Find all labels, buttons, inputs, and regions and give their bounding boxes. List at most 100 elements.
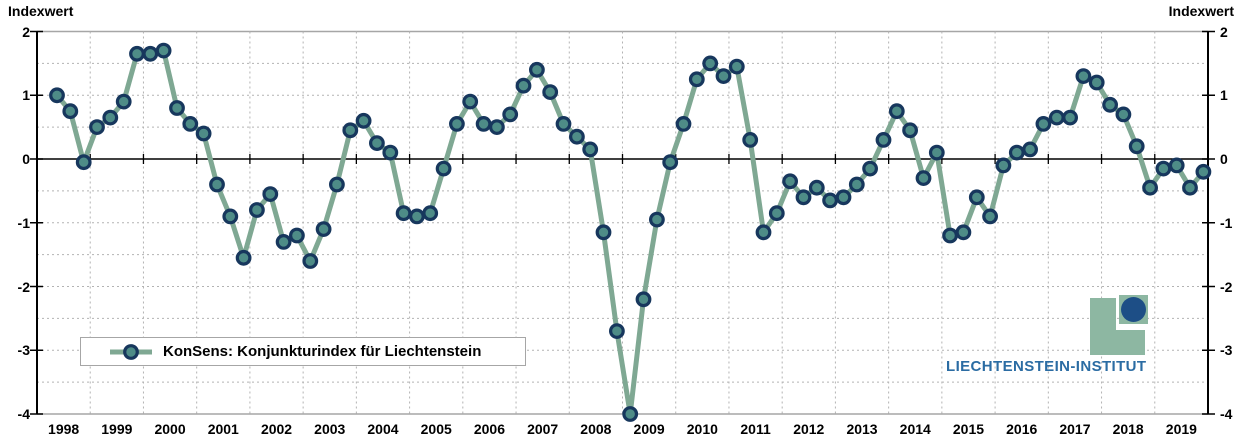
data-point — [1088, 74, 1105, 91]
data-point — [155, 42, 172, 59]
data-point — [582, 141, 599, 158]
x-axis-year-label: 2013 — [846, 421, 878, 437]
x-axis-year-label: 2010 — [686, 421, 718, 437]
data-point — [1062, 109, 1078, 126]
y-axis-tick-label-left: 1 — [22, 87, 30, 104]
data-point — [222, 208, 239, 225]
y-axis-tick-label-right: -1 — [1220, 214, 1233, 231]
data-point — [1022, 141, 1038, 158]
data-point — [875, 131, 892, 148]
x-axis-year-label: 2000 — [154, 421, 186, 437]
data-point — [355, 112, 372, 129]
y-axis-tick-label-right: -4 — [1220, 406, 1233, 422]
data-point — [89, 119, 105, 135]
data-point — [142, 45, 159, 62]
data-point — [915, 170, 932, 187]
data-point — [715, 68, 732, 84]
y-axis-tick-label-left: 2 — [22, 23, 30, 40]
data-point — [955, 224, 972, 241]
data-point — [822, 192, 838, 209]
y-axis-tick-label-left: -3 — [17, 342, 30, 359]
y-axis-tick-label-left: -4 — [17, 406, 30, 422]
data-point — [728, 58, 745, 75]
data-point — [182, 115, 199, 132]
data-point — [422, 205, 439, 222]
data-point — [1142, 179, 1158, 196]
data-point — [62, 103, 79, 120]
data-point — [702, 55, 719, 72]
data-point — [1195, 163, 1212, 180]
data-point — [848, 176, 865, 193]
data-point — [795, 189, 812, 206]
data-point — [928, 144, 945, 161]
legend-label: KonSens: Konjunkturindex für Liechtenste… — [163, 343, 482, 360]
data-point — [329, 176, 345, 193]
data-point — [275, 233, 292, 250]
data-point — [595, 224, 612, 241]
x-axis-year-label: 2001 — [207, 421, 239, 437]
data-point — [622, 406, 639, 422]
data-point — [742, 131, 759, 148]
data-point — [888, 103, 905, 120]
logo-l-shape-horizontal — [1090, 330, 1145, 355]
data-point — [755, 224, 772, 241]
data-point — [609, 323, 625, 340]
data-point — [808, 179, 825, 196]
data-point — [902, 122, 918, 139]
data-point — [635, 291, 652, 308]
y-axis-tick-label-left: 0 — [22, 151, 30, 167]
y-axis-tick-label-left: -2 — [17, 278, 30, 295]
data-point — [555, 115, 572, 132]
x-axis-year-label: 2006 — [473, 421, 505, 437]
x-axis-year-label: 2009 — [633, 421, 665, 437]
data-point — [248, 202, 265, 218]
data-point — [1115, 106, 1132, 123]
y-axis-title-right: Indexwert — [1168, 3, 1234, 19]
data-point — [768, 205, 785, 222]
data-point — [1128, 138, 1145, 155]
data-point — [129, 45, 145, 62]
logo-circle-icon — [1121, 297, 1146, 322]
y-axis-tick-label-left: -1 — [17, 214, 30, 231]
data-point — [502, 106, 519, 123]
data-point — [289, 227, 305, 244]
x-axis-year-label: 1998 — [48, 421, 80, 437]
x-axis-year-label: 2019 — [1165, 421, 1197, 437]
data-point — [409, 208, 425, 225]
data-point — [102, 109, 119, 126]
data-point — [982, 208, 998, 225]
x-axis-year-label: 2015 — [952, 421, 985, 437]
x-axis-year-label: 2014 — [899, 421, 931, 437]
x-axis-year-label: 1999 — [101, 421, 133, 437]
data-point — [475, 115, 492, 132]
data-point — [235, 249, 252, 266]
y-axis-tick-label-right: 0 — [1220, 151, 1228, 167]
data-point — [169, 100, 185, 116]
data-point — [1182, 179, 1198, 196]
y-axis-tick-label-right: 2 — [1220, 23, 1228, 40]
x-axis-year-label: 2007 — [527, 421, 559, 437]
legend: KonSens: Konjunkturindex für Liechtenste… — [80, 337, 526, 366]
data-point — [1102, 96, 1118, 113]
data-point — [315, 221, 332, 238]
data-point — [529, 61, 545, 78]
data-point — [195, 125, 212, 142]
data-point — [209, 176, 225, 193]
data-point — [569, 128, 585, 145]
data-point — [782, 173, 798, 190]
data-point — [1008, 144, 1025, 161]
y-axis-tick-label-right: 1 — [1220, 87, 1228, 104]
data-point — [489, 119, 505, 135]
data-point — [462, 93, 479, 110]
x-axis-year-label: 2018 — [1112, 421, 1144, 437]
data-point — [675, 115, 692, 132]
data-point — [1155, 160, 1172, 177]
data-point — [115, 93, 132, 110]
data-point — [942, 227, 958, 244]
data-point — [1035, 115, 1052, 132]
data-point — [1168, 157, 1185, 174]
x-axis-year-label: 2012 — [793, 421, 825, 437]
x-axis-year-label: 2016 — [1006, 421, 1038, 437]
x-axis-year-label: 2004 — [367, 421, 399, 437]
